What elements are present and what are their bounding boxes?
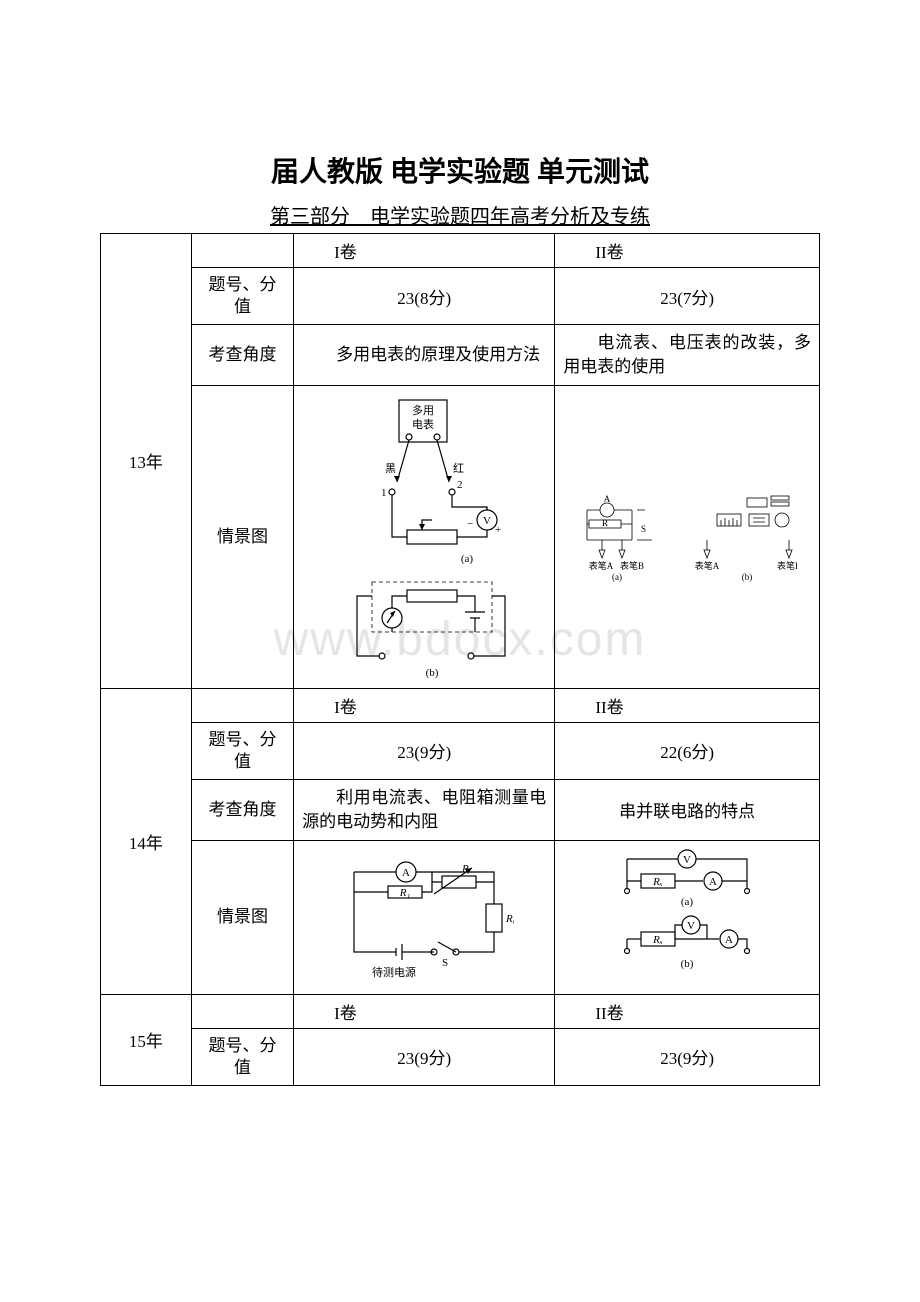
row-label-scene: 情景图 (191, 840, 293, 994)
svg-text:R: R (461, 863, 469, 875)
svg-text:待测电源: 待测电源 (372, 965, 416, 979)
blank-cell (191, 234, 293, 268)
svg-text:表笔B: 表笔B (777, 560, 797, 571)
svg-text:V: V (687, 920, 695, 932)
svg-text:(b): (b) (742, 572, 753, 582)
svg-text:1: 1 (381, 487, 387, 499)
cell-qn: 23(9分) (294, 1028, 555, 1085)
svg-text:A: A (402, 867, 410, 879)
row-label-qn: 题号、分值 (191, 1028, 293, 1085)
cell-qn: 22(6分) (555, 722, 820, 779)
year-cell: 15年 (101, 994, 192, 1085)
year-cell: 13年 (101, 234, 192, 689)
svg-text:Rₓ: Rₓ (652, 934, 663, 946)
cell-qn: 23(9分) (555, 1028, 820, 1085)
table-row: 情景图 A R R₁ (101, 840, 820, 994)
svg-text:V: V (683, 854, 691, 866)
svg-text:(a): (a) (612, 572, 622, 582)
row-label-scene: 情景图 (191, 385, 293, 688)
svg-text:表笔A: 表笔A (589, 560, 614, 571)
cell-aspect: 电流表、电压表的改装，多用电表的使用 (555, 325, 820, 386)
table-row: 题号、分值 23(9分) 23(9分) (101, 1028, 820, 1085)
row-label-aspect: 考查角度 (191, 325, 293, 386)
column-header-1: I卷 (294, 994, 555, 1028)
page-subtitle: 第三部分 电学实验题四年高考分析及专练 (100, 200, 820, 229)
svg-text:表笔B: 表笔B (620, 560, 644, 571)
table-row: 题号、分值 23(9分) 22(6分) (101, 722, 820, 779)
table-row: 13年 I卷 II卷 (101, 234, 820, 268)
svg-text:A: A (604, 494, 611, 504)
circuit-13-1-icon: 多用 电表 黑 红 1 2 (337, 392, 512, 682)
cell-qn: 23(9分) (294, 722, 555, 779)
svg-text:S: S (442, 957, 448, 969)
cell-qn: 23(7分) (555, 268, 820, 325)
svg-text:多用: 多用 (412, 403, 434, 417)
svg-text:(a): (a) (681, 896, 694, 908)
year-cell: 14年 (101, 688, 192, 994)
svg-text:红: 红 (453, 462, 464, 475)
svg-text:电表: 电表 (412, 417, 434, 431)
table-row: 情景图 多用 电表 黑 红 (101, 385, 820, 688)
cell-scene: 多用 电表 黑 红 1 2 (294, 385, 555, 688)
svg-text:2: 2 (457, 479, 463, 491)
svg-text:Rₓ: Rₓ (652, 876, 663, 888)
table-row: 题号、分值 23(8分) 23(7分) (101, 268, 820, 325)
table-row: 14年 I卷 II卷 (101, 688, 820, 722)
svg-text:R₁: R₁ (399, 887, 411, 899)
circuit-13-2-icon: A R S 表笔A 表笔B (a) (577, 492, 797, 582)
blank-cell (191, 688, 293, 722)
circuit-14-1-icon: A R R₁ R₀ (334, 852, 514, 982)
analysis-table: 13年 I卷 II卷 题号、分值 23(8分) 23(7分) 考查角度 多用电表… (100, 233, 820, 1086)
page-title: 届人教版 电学实验题 单元测试 (100, 150, 820, 190)
column-header-1: I卷 (294, 234, 555, 268)
table-row: 15年 I卷 II卷 (101, 994, 820, 1028)
svg-text:V: V (483, 515, 491, 527)
blank-cell (191, 994, 293, 1028)
svg-text:(b): (b) (681, 958, 694, 970)
circuit-14-2-icon: V Rₓ A (a) (607, 847, 767, 987)
cell-scene: V Rₓ A (a) (555, 840, 820, 994)
cell-aspect: 利用电流表、电阻箱测量电源的电动势和内阻 (294, 779, 555, 840)
cell-aspect: 多用电表的原理及使用方法 (294, 325, 555, 386)
svg-text:+: + (495, 524, 501, 536)
row-label-qn: 题号、分值 (191, 722, 293, 779)
column-header-1: I卷 (294, 688, 555, 722)
column-header-2: II卷 (555, 688, 820, 722)
svg-text:−: − (467, 518, 473, 530)
cell-scene: A R R₁ R₀ (294, 840, 555, 994)
row-label-aspect: 考查角度 (191, 779, 293, 840)
page: www.bdocx.com 届人教版 电学实验题 单元测试 第三部分 电学实验题… (0, 0, 920, 1302)
svg-text:R₀: R₀ (505, 913, 514, 925)
svg-text:S: S (641, 524, 646, 534)
svg-text:A: A (709, 876, 717, 888)
table-row: 考查角度 多用电表的原理及使用方法 电流表、电压表的改装，多用电表的使用 (101, 325, 820, 386)
svg-text:黑: 黑 (385, 462, 396, 475)
row-label-qn: 题号、分值 (191, 268, 293, 325)
svg-text:(b): (b) (425, 667, 438, 679)
cell-scene: A R S 表笔A 表笔B (a) (555, 385, 820, 688)
cell-qn: 23(8分) (294, 268, 555, 325)
svg-text:R: R (602, 518, 608, 528)
svg-text:(a): (a) (461, 553, 474, 565)
svg-text:A: A (725, 934, 733, 946)
table-row: 考查角度 利用电流表、电阻箱测量电源的电动势和内阻 串并联电路的特点 (101, 779, 820, 840)
column-header-2: II卷 (555, 994, 820, 1028)
column-header-2: II卷 (555, 234, 820, 268)
cell-aspect: 串并联电路的特点 (555, 779, 820, 840)
svg-text:表笔A: 表笔A (695, 560, 720, 571)
